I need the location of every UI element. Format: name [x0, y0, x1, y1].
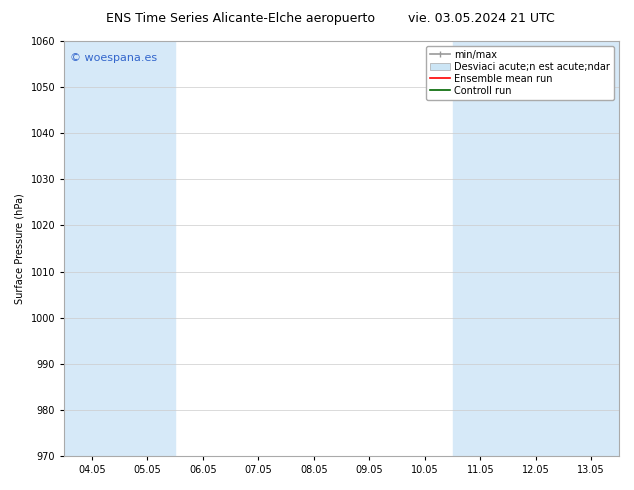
Bar: [64, 41, 120, 456]
Text: vie. 03.05.2024 21 UTC: vie. 03.05.2024 21 UTC: [408, 12, 555, 25]
Text: © woespana.es: © woespana.es: [70, 53, 157, 64]
Bar: [453, 41, 508, 456]
Bar: [120, 41, 175, 456]
Legend: min/max, Desviaci acute;n est acute;ndar, Ensemble mean run, Controll run: min/max, Desviaci acute;n est acute;ndar…: [426, 46, 614, 99]
Bar: [508, 41, 564, 456]
Text: ENS Time Series Alicante-Elche aeropuerto: ENS Time Series Alicante-Elche aeropuert…: [107, 12, 375, 25]
Bar: [564, 41, 619, 456]
Y-axis label: Surface Pressure (hPa): Surface Pressure (hPa): [15, 193, 25, 304]
